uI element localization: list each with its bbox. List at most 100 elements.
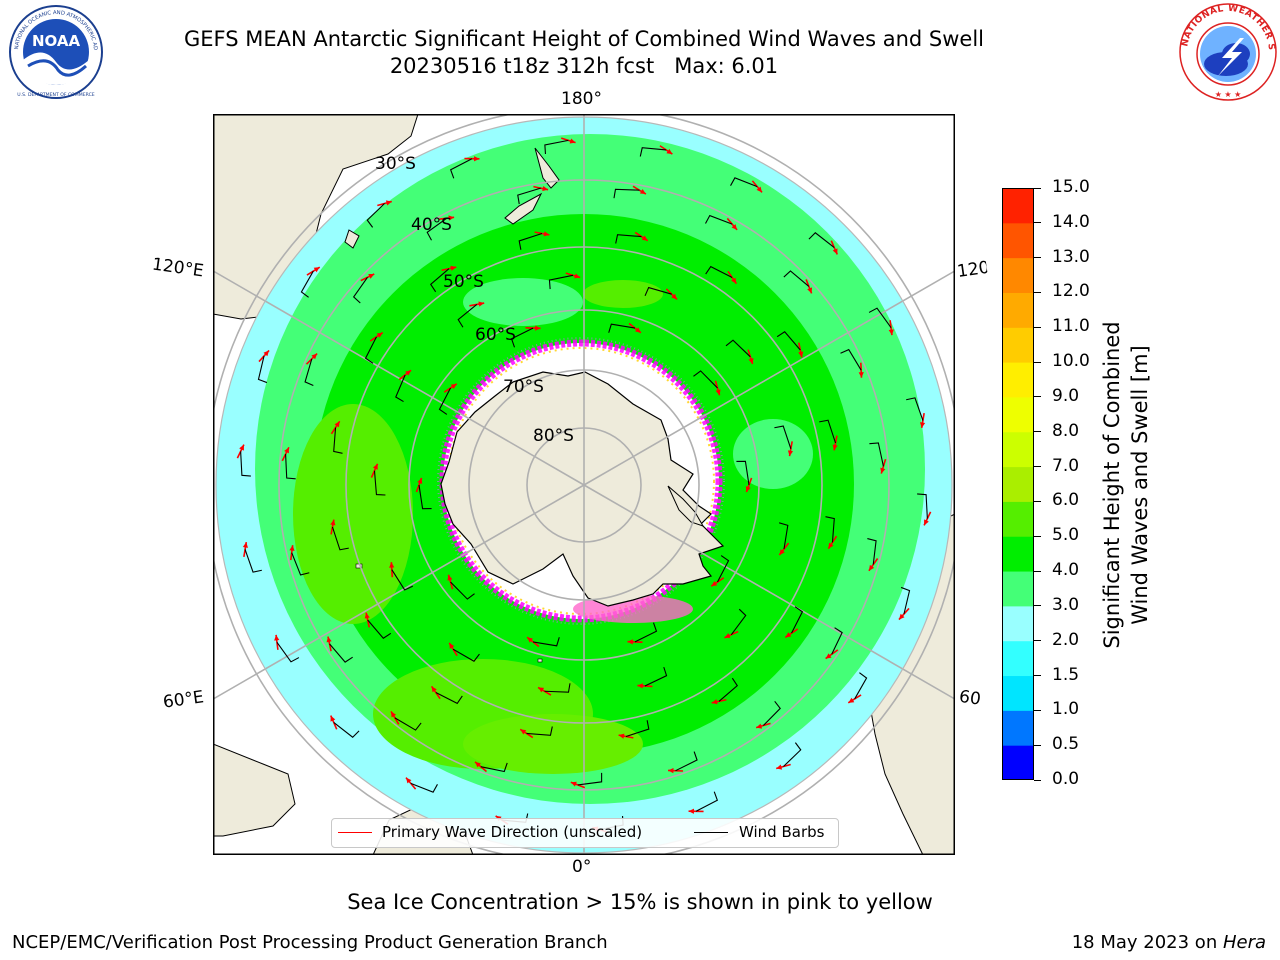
lon-label-120e: 120°E (150, 254, 205, 282)
wind-barb (457, 304, 478, 328)
wind-barb (333, 722, 360, 738)
sea-ice-note: Sea Ice Concentration > 15% is shown in … (347, 890, 933, 914)
wave-arrow-head (520, 729, 527, 735)
colorbar-tick-mark (1034, 466, 1041, 468)
colorbar-bin (1002, 710, 1034, 746)
wind-barb (716, 555, 730, 583)
colorbar-tick-mark (1034, 222, 1041, 224)
wind-barb (644, 286, 672, 297)
wind-barb (367, 619, 392, 639)
wave-arrow-head (284, 447, 289, 454)
wind-barb (410, 782, 438, 793)
wave-arrow-head (888, 329, 894, 336)
wave-arrow-head (711, 580, 718, 587)
footer-machine: Hera (1222, 932, 1266, 953)
wave-arrow-head (637, 683, 643, 689)
wave-arrow-head (731, 224, 738, 230)
wave-arrow-head (639, 188, 646, 195)
wind-barb (395, 374, 406, 403)
lat-label-60s: 60°S (475, 325, 516, 345)
wind-barb (639, 147, 667, 157)
svg-text:U.S. DEPARTMENT OF COMMERCE: U.S. DEPARTMENT OF COMMERCE (17, 92, 94, 98)
colorbar-bin (1002, 501, 1034, 537)
wave-direction-arrows (236, 137, 932, 833)
colorbar-tick-mark (1034, 640, 1041, 642)
colorbar-label-line2: Wind Waves and Swell [m] (1128, 345, 1152, 625)
lat-label-30s: 30°S (375, 154, 416, 174)
wave-arrow-head (787, 450, 794, 457)
wind-barb (634, 622, 658, 643)
wave-arrow-head (527, 637, 533, 643)
wind-barb (819, 419, 837, 444)
wave-arrow-head (756, 723, 763, 729)
colorbar-bin (1002, 431, 1034, 468)
wave-arrow-head (311, 353, 318, 360)
colorbar-tick-mark (1034, 535, 1041, 537)
footer-date-text: 18 May 2023 on (1071, 932, 1223, 953)
wind-barb (366, 203, 385, 228)
wave-legend-swatch (338, 832, 372, 833)
colorbar-tick-mark (1034, 396, 1041, 398)
wave-arrow-head (807, 287, 813, 294)
wind-barb (532, 637, 560, 647)
wave-arrow-head (313, 267, 320, 273)
wave-arrow-head (868, 564, 875, 571)
wave-legend-label: Primary Wave Direction (unscaled) (382, 823, 643, 841)
wave-arrow-head (688, 808, 695, 814)
wind-barb (577, 772, 603, 786)
wave-arrow-head (924, 519, 929, 526)
wind-barb (435, 692, 463, 705)
wave-arrow-head (756, 186, 763, 193)
wind-barb (244, 549, 262, 573)
wave-arrow-head (239, 444, 244, 451)
wave-arrow-head (832, 248, 838, 255)
wave-arrow-head (825, 653, 832, 659)
wind-barb (548, 274, 574, 290)
lon-label-60e: 60°E (161, 687, 206, 713)
barb-legend-swatch (694, 832, 728, 833)
lat-label-80s: 80°S (533, 426, 574, 446)
wind-barb (693, 370, 718, 389)
lat-label-40s: 40°S (411, 215, 452, 235)
wind-barb (518, 232, 543, 250)
colorbar-bin (1002, 396, 1034, 433)
wave-arrow-head (364, 612, 370, 619)
wind-barb (394, 717, 422, 731)
wind-barb (329, 643, 353, 663)
wave-arrow-head (641, 235, 648, 241)
wind-barb (450, 581, 475, 600)
footer-date: 18 May 2023 on Hera (1072, 932, 1266, 953)
wind-barb (900, 586, 911, 615)
wind-barb (418, 484, 432, 510)
colorbar-tick-label: 6.0 (1052, 490, 1080, 511)
wind-barb (808, 232, 835, 248)
wind-barb (526, 726, 553, 736)
africa-landmass (213, 743, 296, 837)
wave-arrow-head (274, 634, 280, 641)
wave-arrow-head (798, 351, 804, 358)
wave-arrow-head (334, 421, 340, 428)
wind-barb (544, 683, 571, 693)
wave-arrow-head (289, 545, 295, 551)
wave-arrow-head (542, 186, 549, 192)
wave-arrow-head (475, 761, 481, 768)
wind-barb (449, 158, 473, 179)
wind-barb (869, 442, 884, 467)
wave-arrow-head (635, 327, 641, 333)
wind-barb (831, 627, 843, 655)
wave-arrow-head (450, 265, 457, 271)
wind-barb (615, 234, 642, 244)
svg-text:NOAA: NOAA (32, 32, 81, 50)
wind-barb (705, 265, 733, 278)
wave-arrow-head (263, 350, 270, 357)
wave-arrow-head (618, 733, 625, 739)
wind-barb (276, 642, 300, 663)
map-legend: Primary Wave Direction (unscaled) Wind B… (331, 818, 839, 848)
colorbar-tick-label: 0.5 (1052, 734, 1080, 755)
wave-arrow-head (389, 562, 395, 568)
wind-barb (791, 606, 804, 634)
wind-barb (854, 672, 868, 700)
wave-arrow-head (447, 574, 453, 581)
colorbar-tick-mark (1034, 709, 1041, 711)
wave-arrow-head (405, 777, 412, 784)
